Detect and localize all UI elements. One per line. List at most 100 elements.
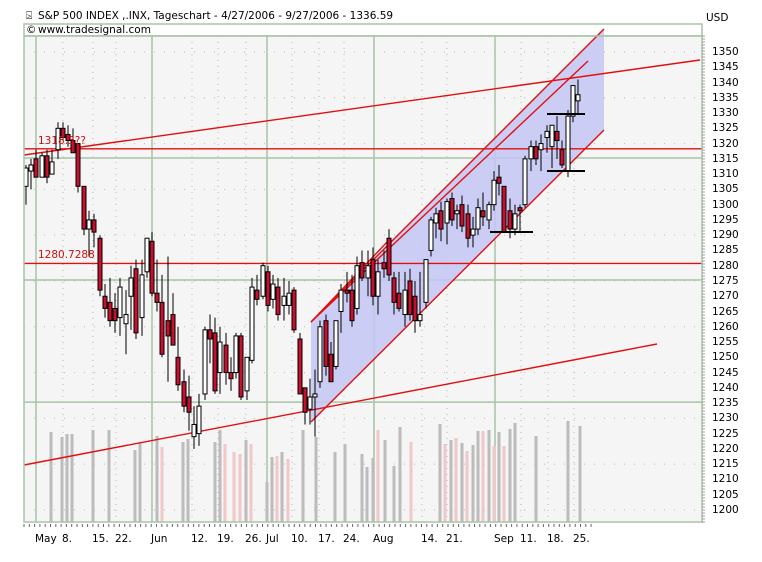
volume-bar	[471, 445, 475, 522]
volume-bar	[465, 451, 469, 522]
candle-up	[244, 356, 250, 392]
volume-bar	[508, 429, 512, 522]
candle-down	[297, 338, 303, 395]
candle-up	[270, 283, 276, 300]
volume-bar	[534, 436, 538, 522]
volume-bar	[270, 457, 274, 522]
x-tick-label: 24.	[343, 533, 360, 545]
candle-down	[186, 396, 192, 413]
y-tick-label: 1330	[712, 107, 739, 120]
volume-bar	[360, 454, 364, 522]
y-tick-label: 1235	[712, 397, 739, 410]
y-tick-label: 1230	[712, 412, 739, 425]
x-tick-label: 26.	[245, 533, 262, 545]
candle-up	[217, 341, 223, 374]
candle-up	[470, 228, 476, 236]
y-tick-label: 1265	[712, 305, 739, 318]
candle-down	[370, 259, 376, 297]
x-tick-label: 25.	[573, 533, 590, 545]
volume-bar	[107, 430, 111, 522]
volume-bar	[497, 432, 501, 522]
volume-bar	[333, 452, 337, 522]
candle-up	[402, 289, 408, 316]
x-tick-label: 22.	[115, 533, 132, 545]
candle-down	[291, 289, 297, 331]
candle-down	[465, 213, 471, 239]
candle-up	[49, 161, 55, 175]
candle-up	[528, 146, 534, 160]
candle-up	[512, 213, 518, 230]
candle-down	[254, 289, 260, 300]
volume-bar	[181, 442, 185, 522]
y-tick-label: 1220	[712, 442, 739, 455]
volume-bar	[383, 440, 387, 522]
volume-bar	[392, 466, 396, 522]
volume-bar	[398, 427, 402, 522]
candle-down	[107, 301, 113, 322]
candle-down	[554, 130, 560, 142]
candle-down	[44, 155, 50, 178]
candle-down	[102, 295, 108, 309]
candle-up	[565, 115, 571, 172]
candle-down	[449, 198, 455, 221]
candle-down	[133, 268, 139, 334]
candle-up	[233, 335, 239, 374]
candle-up	[365, 265, 371, 279]
y-tick-label: 1270	[712, 290, 739, 303]
candle-down	[181, 381, 187, 407]
volume-bar	[343, 444, 347, 522]
y-tick-label: 1315	[712, 152, 739, 165]
x-tick-label: Aug	[373, 533, 394, 545]
x-tick-label: 21.	[446, 533, 463, 545]
candle-down	[438, 210, 444, 230]
candle-up	[454, 210, 460, 215]
x-tick-label: 11.	[520, 533, 537, 545]
candle-down	[175, 356, 181, 386]
y-tick-label: 1275	[712, 274, 739, 287]
volume-bar	[91, 430, 95, 522]
candle-down	[223, 344, 229, 374]
candle-down	[91, 219, 97, 233]
y-tick-label: 1245	[712, 366, 739, 379]
candle-down	[60, 127, 66, 138]
candle-up	[538, 143, 544, 151]
volume-bar	[238, 454, 242, 522]
volume-bar	[481, 431, 485, 522]
volume-bar	[443, 444, 447, 522]
y-tick-label: 1340	[712, 76, 739, 89]
candle-up	[317, 326, 323, 383]
candle-up	[423, 259, 429, 303]
candle-up	[191, 423, 197, 438]
volume-bar	[280, 452, 284, 522]
candle-up	[260, 265, 266, 297]
lower-long-trendline	[23, 343, 658, 466]
candle-down	[207, 329, 213, 340]
candle-down	[265, 271, 271, 306]
x-tick-label: 8.	[62, 533, 73, 545]
candle-up	[333, 320, 339, 367]
candle-up	[444, 201, 450, 224]
x-tick-label: Jul	[266, 533, 279, 545]
candle-down	[75, 143, 81, 187]
y-tick-label: 1290	[712, 229, 739, 242]
candle-up	[139, 274, 145, 319]
volume-bar	[232, 452, 236, 522]
candle-up	[354, 265, 360, 309]
volume-bar	[138, 443, 142, 522]
level-label: 1318.3??	[38, 134, 86, 147]
channel-lower	[310, 129, 605, 423]
volume-bar	[578, 426, 582, 522]
currency-label: USD	[706, 12, 729, 24]
upper-long-trendline	[23, 59, 701, 156]
volume-bar	[301, 430, 305, 522]
y-tick-label: 1345	[712, 61, 739, 74]
y-tick-label: 1260	[712, 320, 739, 333]
candle-up	[549, 124, 555, 148]
candle-up	[128, 277, 134, 297]
volume-bar	[265, 482, 269, 522]
candle-down	[228, 372, 234, 380]
x-tick-label: May	[35, 533, 57, 545]
volume-bar	[566, 421, 570, 522]
chart-title-row: ⍄ S&P 500 INDEX ,.INX, Tageschart - 4/27/…	[26, 10, 393, 23]
